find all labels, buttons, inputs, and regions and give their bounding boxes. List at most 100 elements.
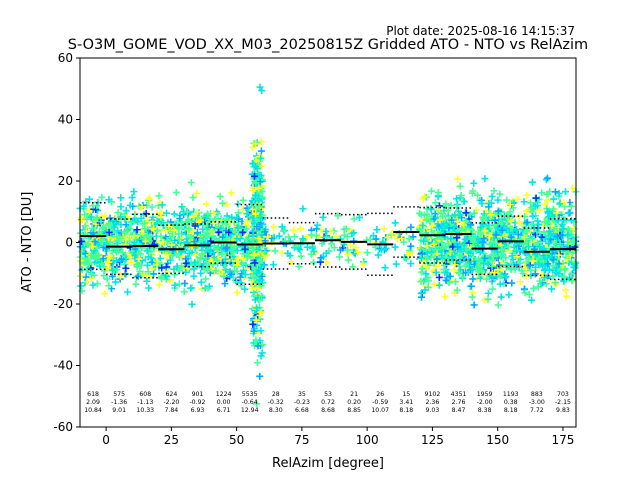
data-point [105,282,113,290]
data-point [201,231,209,239]
data-point [197,269,205,277]
data-point [455,251,463,259]
data-point [206,217,214,225]
data-point [564,209,572,217]
data-point [407,242,415,250]
bin-mean-label: -2.20 [163,399,179,406]
bin-means [80,231,576,253]
bin-std-label: 6.71 [217,407,231,414]
data-point [241,285,249,293]
data-point [138,203,146,211]
data-point [562,286,570,294]
data-point [503,224,511,232]
data-point [380,225,388,233]
data-point [158,201,166,209]
bin-count-label: 21 [350,391,358,398]
data-point [571,264,579,272]
data-point [162,227,170,235]
data-point [122,227,130,235]
data-point [475,261,483,269]
data-point [287,258,295,266]
bin-std-label: 9.03 [426,407,440,414]
data-point [496,272,504,280]
data-point [136,250,144,258]
data-point [456,258,464,266]
data-point [297,252,305,260]
data-point [133,260,141,268]
bin-mean-label: 0.00 [217,399,231,406]
y-tick-label: -60 [53,420,73,434]
data-point [566,274,574,282]
data-point [182,259,190,267]
bin-count-label: 901 [192,391,204,398]
data-point [547,230,555,238]
bin-mean-label: -0.59 [372,399,388,406]
data-point [200,260,208,268]
data-point [117,203,125,211]
data-point [507,217,515,225]
data-point [100,223,108,231]
data-point [524,254,532,262]
data-point [559,225,567,233]
data-point [315,233,323,241]
data-point [417,211,425,219]
data-point [258,349,266,357]
data-point [159,238,167,246]
data-point [255,171,263,179]
data-point [290,226,298,234]
data-point [77,272,85,280]
data-point [105,221,113,229]
data-point [476,248,484,256]
bin-count-label: 883 [531,391,543,398]
data-point [523,191,531,199]
data-point [461,236,469,244]
data-point [544,208,552,216]
data-point [172,188,180,196]
data-point [349,263,357,271]
data-point [564,231,572,239]
data-point [336,246,344,254]
data-point [530,284,538,292]
data-point [166,234,174,242]
data-point [374,251,382,259]
x-axis-label: RelAzim [degree] [272,456,384,471]
data-point [202,254,210,262]
data-point [140,271,148,279]
data-point [286,252,294,260]
bin-std-label: 7.72 [530,407,544,414]
data-point [219,219,227,227]
bin-count-label: 618 [87,391,99,398]
data-point [98,224,106,232]
data-point [327,240,335,248]
data-point [80,202,88,210]
y-axis-label: ATO - NTO [DU] [20,192,35,293]
data-point [494,207,502,215]
data-point [549,256,557,264]
data-point [453,286,461,294]
bin-mean-label: 2.09 [86,399,100,406]
data-point [270,223,278,231]
data-point [479,238,487,246]
data-point [423,242,431,250]
data-point [438,251,446,259]
data-point [118,256,126,264]
data-point [250,251,258,259]
data-point [556,239,564,247]
data-point [424,274,432,282]
data-point [86,195,94,203]
data-point [157,232,165,240]
data-point [494,196,502,204]
data-point [89,281,97,289]
data-point [457,226,465,234]
data-point [518,267,526,275]
data-point [510,199,518,207]
data-point [105,196,113,204]
data-point [253,400,261,408]
data-point [522,265,530,273]
data-point [105,229,113,237]
data-point [467,282,475,290]
data-point [391,243,399,251]
data-point [446,272,454,280]
data-point [388,229,396,237]
x-tick-label: 50 [229,433,244,447]
